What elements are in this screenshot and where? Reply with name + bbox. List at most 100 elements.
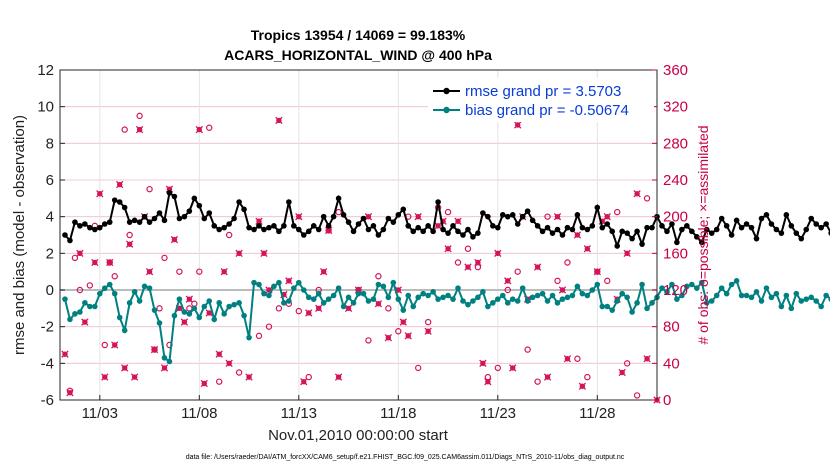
obs-assimilated-point	[195, 125, 203, 134]
x-tick-label: 11/13	[281, 405, 317, 422]
rmse-point	[420, 228, 426, 235]
obs-assimilated-cross	[255, 217, 263, 225]
bias-point	[211, 316, 218, 323]
bias-point	[201, 303, 208, 310]
bias-point	[390, 279, 397, 286]
bias-point	[97, 290, 103, 297]
y2-tick-label: 200	[663, 209, 688, 226]
x-tick-label: 11/23	[480, 405, 516, 422]
x-axis-label: Nov.01,2010 00:00:00 start	[268, 427, 449, 444]
obs-assimilated-cross	[583, 245, 592, 253]
bias-point	[823, 292, 829, 299]
rmse-point	[405, 223, 412, 229]
rmse-point	[808, 215, 815, 222]
bias-point	[698, 279, 705, 286]
bias-point	[708, 298, 715, 304]
rmse-point	[728, 232, 735, 238]
bias-point	[72, 311, 78, 317]
rmse-point	[296, 226, 302, 233]
bias-point	[430, 289, 436, 295]
rmse-point	[534, 223, 541, 229]
bias-point	[261, 290, 267, 297]
bias-point	[136, 298, 143, 304]
obs-possible-point	[275, 305, 283, 312]
data-file-footnote: data file: /Users/raeder/DAI/ATM_forcXX/…	[186, 454, 625, 461]
bias-point	[266, 292, 272, 299]
rmse-point	[410, 228, 417, 235]
bias-point	[231, 301, 237, 308]
obs-assimilated-point	[553, 213, 562, 221]
obs-assimilated-cross	[106, 258, 114, 267]
obs-assimilated-cross	[130, 373, 139, 381]
obs-possible-point	[494, 364, 501, 372]
rmse-point	[634, 228, 640, 235]
bias-point	[146, 285, 153, 291]
obs-assimilated-point	[320, 268, 328, 276]
obs-assimilated-point	[305, 309, 313, 317]
bias-point	[624, 294, 630, 301]
bias-point	[499, 292, 506, 299]
rmse-point	[360, 215, 367, 222]
bias-point	[325, 296, 332, 302]
rmse-point	[788, 223, 795, 229]
bias-point	[206, 298, 213, 304]
bias-point	[191, 305, 198, 312]
rmse-point	[246, 224, 252, 231]
bias-point	[251, 279, 257, 286]
bias-point	[519, 285, 526, 291]
obs-assimilated-point	[504, 277, 512, 285]
obs-assimilated-cross	[404, 332, 412, 340]
bias-point	[345, 294, 352, 301]
obs-assimilated-point	[623, 249, 631, 257]
obs-possible-point	[225, 231, 233, 239]
obs-assimilated-point	[245, 373, 253, 381]
bias-point	[385, 294, 392, 301]
obs-assimilated-point	[563, 355, 572, 363]
obs-possible-point	[464, 245, 472, 252]
bias-point	[569, 292, 576, 299]
rmse-point	[644, 224, 650, 231]
bias-point	[460, 298, 466, 304]
obs-possible-point	[235, 369, 243, 376]
obs-assimilated-cross	[101, 373, 109, 381]
obs-assimilated-point	[215, 350, 223, 358]
obs-possible-point	[444, 208, 452, 216]
y2-tick-label: 160	[663, 245, 688, 262]
rmse-point	[480, 210, 486, 216]
bias-point	[236, 300, 242, 306]
rmse-point	[281, 223, 287, 229]
bias-point	[246, 334, 252, 341]
obs-assimilated-point	[260, 249, 268, 257]
rmse-point	[818, 224, 824, 231]
obs-assimilated-cross	[111, 341, 119, 349]
obs-possible-point	[101, 341, 108, 349]
obs-assimilated-point	[125, 240, 134, 248]
bias-point	[743, 292, 750, 299]
rmse-point	[440, 226, 446, 233]
rmse-point	[286, 199, 292, 205]
bias-point	[733, 278, 740, 284]
bias-point	[803, 296, 810, 302]
rmse-point	[330, 213, 337, 220]
rmse-point	[92, 226, 98, 233]
rmse-point	[121, 204, 128, 211]
rmse-point	[171, 193, 178, 200]
x-tick-label: 11/28	[579, 405, 615, 422]
rmse-point	[519, 213, 526, 220]
obs-assimilated-point	[374, 300, 383, 308]
obs-assimilated-point	[170, 235, 179, 244]
obs-assimilated-cross	[96, 190, 104, 198]
bias-point	[713, 292, 720, 299]
bias-point	[594, 281, 601, 288]
obs-assimilated-cross	[76, 249, 84, 257]
obs-assimilated-point	[424, 327, 432, 335]
obs-possible-point	[415, 364, 422, 372]
obs-assimilated-cross	[399, 318, 407, 326]
plot-frame	[59, 69, 658, 401]
obs-assimilated-cross	[364, 213, 373, 221]
rmse-point	[266, 224, 272, 231]
obs-assimilated-cross	[180, 318, 189, 326]
bias-point	[738, 292, 745, 299]
obs-possible-point	[111, 273, 118, 280]
obs-assimilated-point	[225, 359, 233, 367]
